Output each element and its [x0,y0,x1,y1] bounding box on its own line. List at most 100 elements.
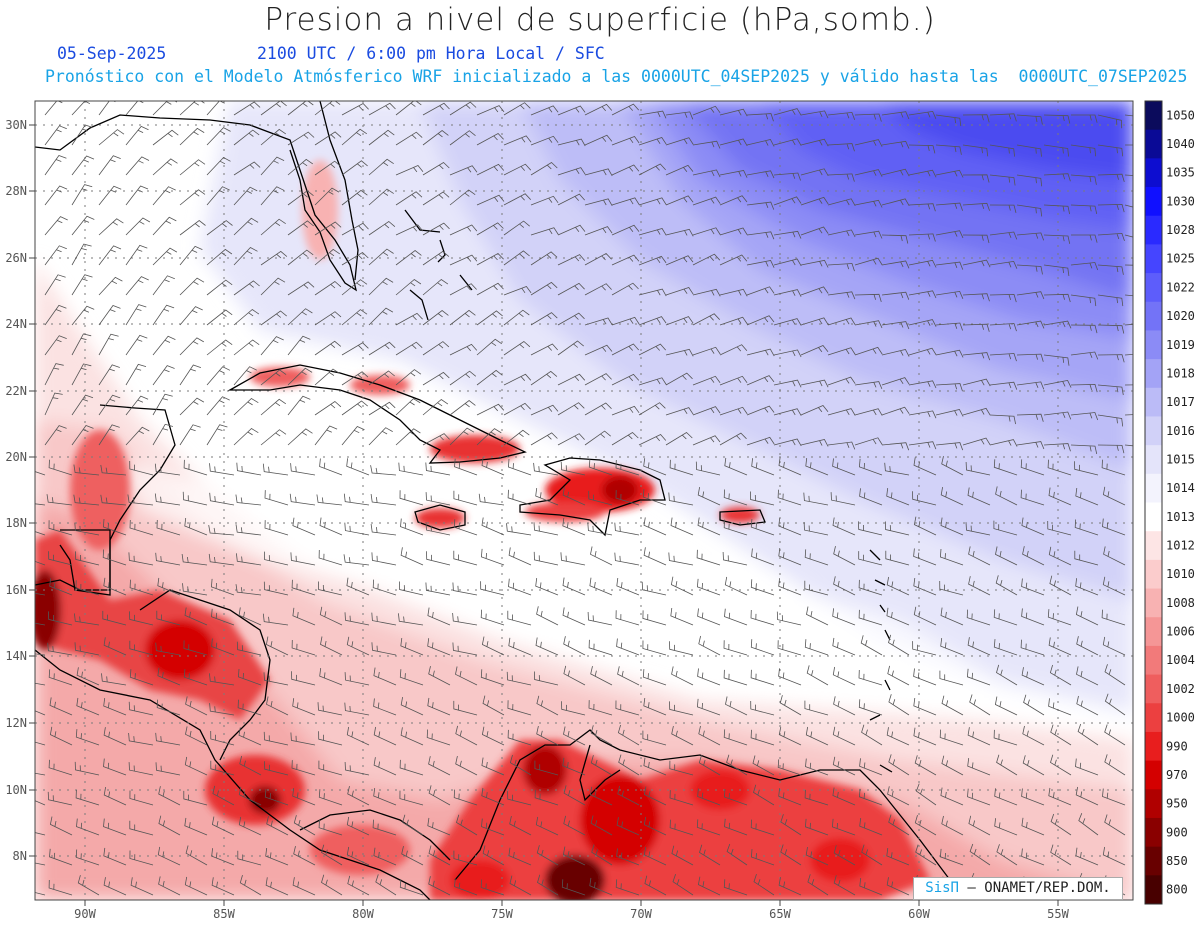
wind-barb-icon [989,353,1017,362]
wind-barb-icon [908,319,937,327]
wind-barb-icon [887,665,910,686]
wind-barb-icon [35,862,46,866]
wind-barb-icon [778,518,802,536]
wind-barb-icon [805,847,829,866]
wind-barb-icon [638,197,667,206]
wind-barb-icon [368,102,396,116]
wind-barb-icon [665,111,694,120]
wind-barb-icon [832,666,856,686]
wind-barb-icon [908,144,936,154]
wind-barb-icon [750,819,775,836]
wind-barb-icon [346,726,370,746]
wind-barb-icon [590,755,613,776]
wind-barb-icon [562,846,586,866]
wind-barb-icon [233,366,257,386]
wind-barb-icon [827,173,855,182]
lon-label: 80W [352,907,374,921]
wind-barb-icon [665,164,694,176]
wind-barb-icon [697,876,721,896]
wind-barb-icon [1075,758,1099,776]
wind-barb-icon [1047,609,1072,626]
wind-barb-icon [185,726,208,746]
wind-barb-icon [800,226,829,236]
wind-barb-icon [314,311,342,326]
wind-barb-icon [858,458,883,476]
wind-barb-icon [503,429,530,446]
wind-barb-icon [481,457,505,476]
lat-label: 12N [5,716,27,730]
wind-barb-icon [1078,813,1099,836]
colorbar-swatch [1145,760,1162,790]
wind-barb-icon [449,189,476,206]
wind-barb-icon [422,341,450,356]
wind-barb-icon [341,371,369,386]
wind-barb-icon [805,726,829,746]
wind-barb-icon [881,349,910,357]
wind-barb-icon [289,493,316,506]
colorbar-swatch [1145,731,1162,762]
wind-barb-icon [939,548,964,566]
wind-barb-icon [319,458,343,476]
wind-barb-icon [152,247,178,266]
wind-barb-icon [584,344,613,356]
wind-barb-icon [832,637,856,656]
wind-barb-icon [373,847,397,866]
valid-time-label: 2100 UTC / 6:00 pm Hora Local / SFC [257,44,605,63]
wind-barb-icon [35,622,46,626]
wind-barb-icon [669,641,694,656]
wind-barb-icon [719,406,748,416]
wind-barb-icon [773,349,802,358]
wind-barb-icon [941,815,964,836]
wind-barb-icon [643,757,667,776]
wind-barb-icon [698,635,721,656]
wind-barb-icon [102,518,127,536]
wind-barb-icon [800,405,829,416]
wind-barb-icon [480,669,505,686]
wind-barb-icon [481,787,505,806]
wind-barb-icon [861,724,883,746]
wind-barb-icon [49,726,73,746]
wind-barb-icon [1048,487,1072,506]
wind-barb-icon [507,489,532,506]
wind-barb-icon [885,550,910,566]
wind-barb-icon [449,309,476,326]
wind-barb-icon [35,653,46,656]
wind-barb-icon [449,165,478,176]
wind-barb-icon [530,227,559,236]
wind-barb-icon [35,101,1133,896]
wind-barb-icon [152,216,177,236]
wind-barb-icon [908,380,937,389]
wind-barb-icon [1104,664,1126,686]
wind-barb-icon [1021,848,1045,866]
wind-barb-icon [449,130,476,146]
wind-barb-icon [71,215,95,236]
wind-barb-icon [908,203,936,212]
wind-barb-icon [449,427,475,446]
wind-barb-icon [508,547,532,566]
wind-barb-icon [615,700,640,716]
wind-barb-icon [71,155,95,176]
wind-barb-icon [750,579,775,596]
wind-barb-icon [233,217,259,236]
wind-barb-icon [314,101,341,116]
wind-barb-icon [129,611,154,626]
wind-barb-icon [155,552,181,566]
wind-barb-icon [588,700,613,716]
wind-barb-icon [692,169,721,178]
wind-barb-icon [368,307,394,326]
wind-barb-icon [1020,639,1045,656]
wind-barb-icon [1020,459,1045,476]
wind-barb-icon [557,224,586,236]
wind-barb-icon [642,669,667,686]
wind-barb-icon [665,348,694,357]
wind-barb-icon [965,522,991,536]
wind-barb-icon [854,293,882,303]
wind-barb-icon [1104,724,1126,746]
wind-barb-icon [773,408,802,416]
colorbar-swatch [1145,301,1162,331]
wind-barb-icon [617,666,640,686]
wind-barb-icon [534,789,559,806]
wind-barb-icon [1097,354,1125,363]
wind-barb-icon [260,369,287,386]
